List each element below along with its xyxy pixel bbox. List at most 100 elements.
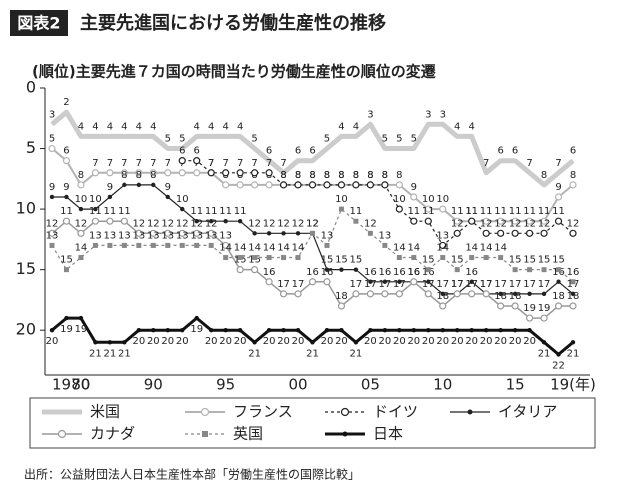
- data-label: 16: [465, 267, 478, 278]
- data-label: 7: [121, 158, 127, 169]
- point: [165, 327, 170, 333]
- data-label: 7: [251, 158, 257, 169]
- point: [266, 231, 272, 236]
- data-label: 4: [208, 121, 214, 132]
- data-label: 12: [248, 218, 261, 229]
- point: [439, 241, 447, 250]
- data-label: 9: [555, 182, 561, 193]
- data-label: 4: [338, 121, 344, 132]
- data-label: 9: [49, 182, 55, 193]
- point: [554, 217, 563, 225]
- point: [352, 290, 360, 298]
- data-label: 12: [306, 218, 319, 229]
- point: [178, 229, 186, 237]
- data-label: 4: [92, 121, 98, 132]
- point: [469, 255, 475, 261]
- data-label: 15: [422, 255, 435, 266]
- x-tick-label: 05: [361, 376, 380, 394]
- point: [541, 267, 547, 273]
- point: [64, 315, 69, 321]
- data-label: 17: [523, 279, 536, 290]
- point: [396, 255, 402, 261]
- point: [207, 229, 215, 237]
- data-label: 20: [523, 336, 536, 347]
- data-label: 15: [451, 255, 464, 266]
- point: [323, 278, 331, 286]
- point: [310, 230, 315, 236]
- data-label: 14: [263, 243, 276, 254]
- data-label: 4: [194, 121, 200, 132]
- point: [483, 255, 489, 261]
- point: [570, 291, 576, 297]
- data-label: 13: [378, 230, 391, 241]
- data-label: 6: [295, 146, 301, 157]
- data-label: 11: [350, 206, 363, 217]
- point: [468, 217, 476, 225]
- point: [395, 290, 403, 298]
- data-label: 6: [63, 146, 69, 157]
- data-label: 18: [509, 291, 522, 302]
- data-label: 17: [292, 279, 305, 290]
- data-label: 21: [567, 348, 580, 359]
- point: [107, 242, 113, 248]
- data-label: 14: [407, 243, 420, 254]
- data-label: 5: [396, 134, 402, 145]
- point: [49, 242, 55, 248]
- point: [295, 327, 301, 333]
- data-label: 8: [280, 170, 286, 181]
- point: [337, 181, 346, 189]
- data-label: 17: [465, 279, 478, 290]
- data-label: 11: [538, 206, 551, 217]
- point: [352, 181, 360, 189]
- point: [469, 327, 474, 333]
- data-label: 16: [567, 267, 580, 278]
- point: [324, 327, 330, 333]
- point: [208, 242, 214, 248]
- point: [382, 242, 388, 248]
- legend-label: カナダ: [90, 425, 135, 443]
- point: [497, 217, 505, 225]
- point: [410, 278, 418, 286]
- point: [482, 290, 490, 298]
- data-label: 4: [107, 121, 113, 132]
- series-line: [50, 109, 575, 188]
- point: [339, 267, 344, 272]
- data-label: 6: [497, 146, 503, 157]
- data-label: 10: [422, 194, 435, 205]
- data-label: 4: [469, 121, 475, 132]
- data-label: 7: [526, 158, 532, 169]
- point: [252, 255, 258, 261]
- x-tick-label: 1970: [52, 376, 90, 394]
- legend-label: イタリア: [498, 403, 557, 421]
- data-label: 16: [378, 267, 391, 278]
- point: [122, 182, 127, 188]
- data-label: 12: [46, 218, 59, 229]
- data-label: 17: [350, 279, 363, 290]
- point: [223, 327, 228, 333]
- point: [382, 279, 388, 284]
- point: [136, 327, 142, 333]
- point: [194, 315, 199, 321]
- data-label: 17: [422, 279, 435, 290]
- point: [107, 340, 113, 345]
- data-label: 11: [234, 206, 247, 217]
- data-label: 12: [523, 218, 536, 229]
- point: [324, 242, 330, 248]
- data-label: 8: [309, 170, 315, 181]
- point: [151, 182, 156, 188]
- data-label: 8: [338, 170, 344, 181]
- data-label: 11: [509, 206, 522, 217]
- legend-label: 日本: [373, 425, 403, 443]
- point: [48, 144, 56, 153]
- data-label: 14: [436, 243, 449, 254]
- point: [279, 290, 288, 298]
- point: [527, 327, 532, 333]
- data-label: 13: [161, 230, 174, 241]
- data-label: 16: [422, 267, 435, 278]
- data-label: 21: [350, 348, 363, 359]
- point: [251, 169, 259, 177]
- data-label: 13: [118, 230, 131, 241]
- data-label: 16: [393, 267, 406, 278]
- data-label: 3: [49, 109, 55, 120]
